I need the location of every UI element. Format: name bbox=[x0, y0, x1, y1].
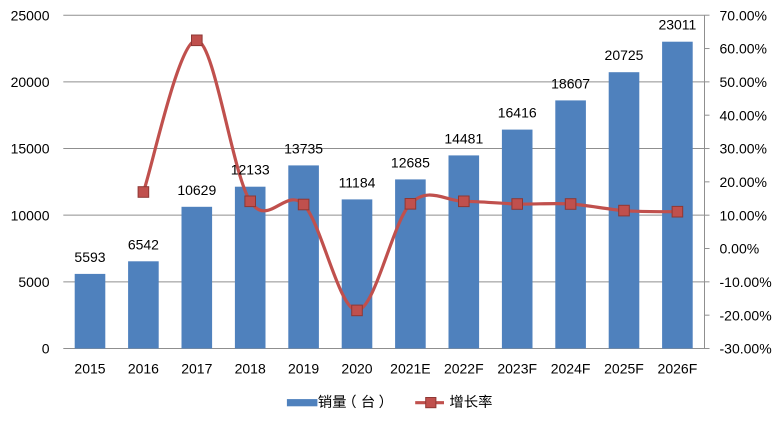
svg-text:23011: 23011 bbox=[658, 17, 696, 33]
svg-text:70.00%: 70.00% bbox=[720, 7, 767, 23]
svg-text:2015: 2015 bbox=[74, 360, 105, 376]
svg-text:15000: 15000 bbox=[11, 141, 50, 157]
svg-text:10.00%: 10.00% bbox=[720, 207, 767, 223]
svg-text:2016: 2016 bbox=[128, 360, 159, 376]
svg-text:16416: 16416 bbox=[498, 105, 537, 121]
svg-text:-30.00%: -30.00% bbox=[720, 341, 772, 357]
svg-text:12685: 12685 bbox=[391, 154, 430, 170]
svg-text:30.00%: 30.00% bbox=[720, 141, 767, 157]
svg-text:10629: 10629 bbox=[177, 182, 216, 198]
svg-text:40.00%: 40.00% bbox=[720, 107, 767, 123]
svg-text:2019: 2019 bbox=[288, 360, 319, 376]
svg-text:2025F: 2025F bbox=[604, 360, 644, 376]
svg-text:11184: 11184 bbox=[339, 174, 376, 190]
svg-text:5593: 5593 bbox=[74, 249, 105, 265]
svg-text:2024F: 2024F bbox=[551, 360, 591, 376]
svg-text:20000: 20000 bbox=[11, 74, 50, 90]
svg-text:2017: 2017 bbox=[181, 360, 212, 376]
svg-text:2020: 2020 bbox=[341, 360, 372, 376]
svg-text:14481: 14481 bbox=[444, 130, 483, 146]
svg-text:60.00%: 60.00% bbox=[720, 41, 767, 57]
svg-text:-10.00%: -10.00% bbox=[720, 274, 772, 290]
svg-text:50.00%: 50.00% bbox=[720, 74, 767, 90]
svg-text:6542: 6542 bbox=[128, 236, 159, 252]
svg-text:2022F: 2022F bbox=[444, 360, 484, 376]
svg-text:0: 0 bbox=[42, 341, 50, 357]
svg-text:20725: 20725 bbox=[605, 47, 644, 63]
svg-text:0.00%: 0.00% bbox=[720, 241, 760, 257]
svg-text:10000: 10000 bbox=[11, 207, 50, 223]
svg-text:12133: 12133 bbox=[231, 162, 270, 178]
svg-text:-20.00%: -20.00% bbox=[720, 307, 772, 323]
svg-text:2021E: 2021E bbox=[390, 360, 430, 376]
svg-text:25000: 25000 bbox=[11, 7, 50, 23]
svg-text:20.00%: 20.00% bbox=[720, 174, 767, 190]
svg-text:5000: 5000 bbox=[18, 274, 49, 290]
svg-text:18607: 18607 bbox=[551, 75, 590, 91]
svg-text:2023F: 2023F bbox=[497, 360, 537, 376]
svg-text:2026F: 2026F bbox=[658, 360, 698, 376]
svg-text:13735: 13735 bbox=[284, 140, 323, 156]
svg-text:2018: 2018 bbox=[235, 360, 266, 376]
